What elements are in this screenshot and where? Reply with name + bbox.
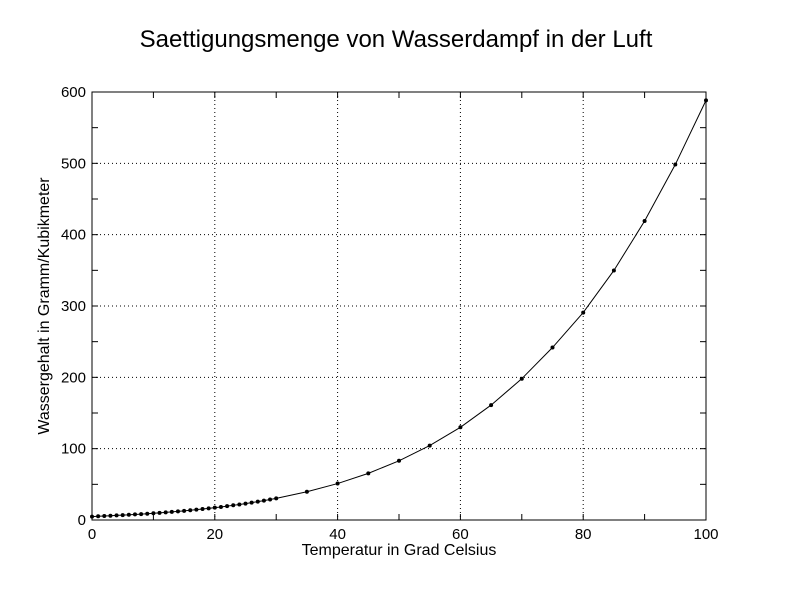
y-tick-label: 300 bbox=[61, 298, 86, 315]
data-point bbox=[489, 403, 494, 408]
data-point bbox=[519, 376, 524, 381]
series-line bbox=[91, 100, 707, 518]
x-tick-label: 40 bbox=[329, 526, 346, 543]
data-point bbox=[212, 505, 217, 510]
data-point bbox=[335, 481, 340, 486]
data-point bbox=[704, 98, 708, 103]
data-point bbox=[673, 162, 678, 167]
data-point bbox=[611, 268, 616, 273]
data-point bbox=[366, 471, 371, 476]
data-point bbox=[237, 502, 242, 507]
data-point bbox=[249, 500, 254, 505]
data-point bbox=[550, 345, 555, 350]
data-point bbox=[102, 514, 107, 519]
data-point bbox=[139, 512, 144, 517]
y-tick-label: 100 bbox=[61, 441, 86, 458]
data-point bbox=[268, 497, 273, 502]
data-point bbox=[90, 514, 94, 519]
data-point bbox=[145, 511, 150, 516]
data-point bbox=[182, 508, 187, 513]
data-point bbox=[175, 509, 180, 514]
data-point bbox=[231, 503, 236, 508]
y-tick-label: 200 bbox=[61, 369, 86, 386]
data-point bbox=[642, 219, 647, 224]
y-tick-label: 600 bbox=[61, 84, 86, 101]
y-axis-label: Wassergehalt in Gramm/Kubikmeter bbox=[36, 177, 53, 435]
data-points bbox=[90, 98, 708, 519]
data-point bbox=[96, 514, 101, 519]
data-point bbox=[157, 510, 162, 515]
data-point bbox=[274, 496, 279, 501]
data-point bbox=[206, 506, 211, 511]
data-point bbox=[458, 425, 463, 430]
data-point bbox=[114, 513, 119, 518]
grid-lines bbox=[92, 92, 706, 520]
data-point bbox=[261, 498, 266, 503]
axis-ticks bbox=[91, 91, 707, 521]
data-point bbox=[169, 509, 174, 514]
data-point bbox=[108, 513, 113, 518]
data-point bbox=[397, 458, 401, 463]
data-point bbox=[255, 499, 260, 504]
data-point bbox=[427, 443, 432, 448]
data-point bbox=[188, 508, 193, 513]
x-axis-label: Temperatur in Grad Celsius bbox=[301, 542, 497, 559]
data-point bbox=[151, 511, 156, 516]
data-point bbox=[243, 501, 248, 506]
tick-labels: 0 20 40 60 80 100 0 100 200 300 400 500 600 bbox=[61, 84, 719, 543]
y-tick-label: 0 bbox=[78, 512, 86, 529]
x-tick-label: 0 bbox=[88, 526, 96, 543]
x-tick-label: 80 bbox=[575, 526, 592, 543]
y-tick-label: 500 bbox=[61, 155, 86, 172]
x-tick-label: 20 bbox=[206, 526, 223, 543]
chart-title: Saettigungsmenge von Wasserdampf in der … bbox=[139, 26, 653, 53]
data-point bbox=[581, 310, 586, 315]
data-point bbox=[225, 504, 230, 509]
data-point bbox=[218, 504, 223, 509]
data-point bbox=[132, 512, 137, 517]
data-point bbox=[163, 510, 168, 515]
data-point bbox=[126, 512, 131, 517]
data-point bbox=[304, 489, 309, 494]
x-tick-label: 100 bbox=[693, 526, 718, 543]
data-point bbox=[200, 507, 205, 512]
x-tick-label: 60 bbox=[452, 526, 469, 543]
y-tick-label: 400 bbox=[61, 227, 86, 244]
data-point bbox=[120, 513, 125, 518]
data-point bbox=[194, 507, 199, 512]
